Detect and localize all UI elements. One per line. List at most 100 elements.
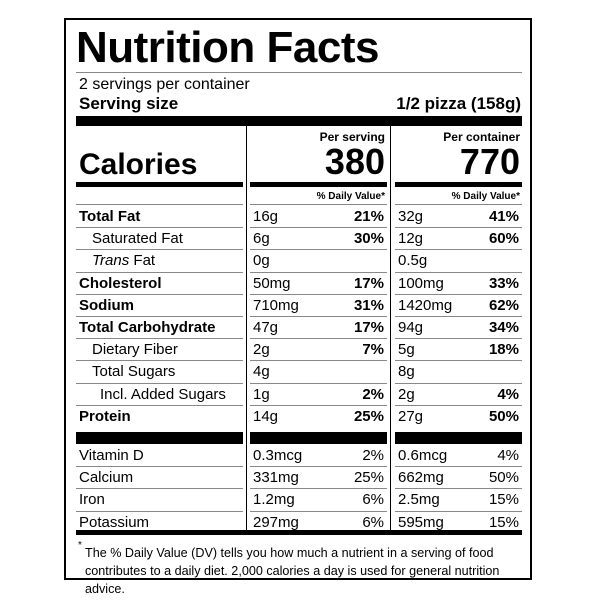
daily-value: 31% (353, 296, 384, 314)
amount: 595mg (398, 513, 444, 531)
divider (395, 510, 522, 512)
amount: 710mg (253, 296, 299, 314)
divider (76, 404, 243, 406)
serving-size-label: Serving size (79, 94, 179, 113)
divider (76, 382, 243, 384)
daily-value: 17% (353, 274, 384, 292)
divider (250, 488, 387, 490)
rule (76, 182, 243, 187)
divider (76, 338, 243, 340)
amount: 4g (253, 363, 270, 381)
divider (76, 271, 243, 273)
amount: 5g (398, 341, 415, 359)
divider (395, 382, 522, 384)
divider (395, 338, 522, 340)
divider (250, 316, 387, 317)
divider (395, 488, 522, 490)
nutrient-name: Total Carbohydrate (79, 319, 216, 336)
divider (250, 338, 387, 340)
divider (250, 271, 387, 273)
amount: 1420mg (398, 296, 453, 314)
divider (250, 227, 387, 229)
amount: 47g (253, 319, 279, 336)
divider (76, 466, 243, 468)
calories-label: Calories (79, 148, 198, 181)
column-heading: Per serving (319, 130, 385, 144)
nutrient-name-rest: Fat (133, 252, 156, 270)
amount: 100mg (398, 274, 444, 292)
nutrient-name: Incl. Added Sugars (100, 385, 226, 403)
daily-value: 30% (353, 230, 384, 248)
amount: 12g (398, 230, 424, 248)
divider (76, 360, 243, 362)
daily-value: 7% (362, 341, 384, 359)
daily-value: 4% (497, 385, 519, 403)
nutrient-name: Vitamin D (79, 447, 144, 464)
rule (76, 116, 522, 126)
amount: 16g (253, 208, 279, 225)
amount: 2.5mg (398, 491, 440, 509)
divider (250, 360, 387, 362)
divider (76, 316, 243, 317)
divider (76, 510, 243, 512)
divider (395, 404, 522, 406)
amount: 6g (253, 230, 270, 248)
amount: 0.3mcg (253, 447, 303, 464)
divider (76, 227, 243, 229)
daily-value: 15% (488, 513, 519, 531)
footnote: The % Daily Value (DV) tells you how muc… (85, 546, 500, 596)
footnote-marker: * (78, 540, 82, 551)
rule (76, 432, 243, 444)
divider (395, 249, 522, 251)
servings: 2 servings per container (79, 76, 250, 93)
column-divider (390, 126, 391, 531)
serving-size-value: 1/2 pizza (158g) (396, 94, 521, 113)
divider (76, 72, 522, 73)
divider (250, 382, 387, 384)
daily-value: 33% (488, 274, 519, 292)
nutrition-label (64, 18, 532, 580)
rule (250, 182, 387, 187)
nutrient-name: Total Fat (79, 208, 141, 225)
calories-value: 770 (459, 141, 520, 182)
divider (250, 510, 387, 512)
divider (76, 204, 243, 205)
divider (395, 204, 522, 205)
amount: 27g (398, 407, 424, 425)
divider (250, 466, 387, 468)
divider (395, 271, 522, 273)
divider (250, 249, 387, 251)
nutrient-name: Cholesterol (79, 274, 162, 292)
amount: 2g (398, 385, 415, 403)
rule (250, 432, 387, 444)
divider (250, 204, 387, 205)
nutrient-name: Potassium (79, 513, 150, 531)
amount: 0.5g (398, 252, 428, 270)
amount: 297mg (253, 513, 299, 531)
daily-value: 2% (362, 447, 384, 464)
divider (250, 404, 387, 406)
nutrient-name: Total Sugars (92, 363, 176, 381)
rule (395, 182, 522, 187)
daily-value: 50% (488, 469, 519, 487)
amount: 331mg (253, 469, 299, 487)
daily-value: 4% (497, 447, 519, 464)
divider (76, 488, 243, 490)
amount: 32g (398, 208, 424, 225)
nutrient-name: Iron (79, 491, 105, 509)
daily-value: 2% (362, 385, 384, 403)
calories-value: 380 (324, 141, 385, 182)
divider (76, 293, 243, 295)
amount: 1.2mg (253, 491, 295, 509)
nutrient-name: Sodium (79, 296, 134, 314)
nutrient-name: Calcium (79, 469, 134, 487)
amount: 0g (253, 252, 270, 270)
nutrient-name-italic: Trans (92, 252, 130, 270)
title: Nutrition Facts (76, 23, 379, 72)
daily-value: 62% (488, 296, 519, 314)
daily-value: 6% (362, 491, 384, 509)
divider (395, 293, 522, 295)
daily-value: 50% (488, 407, 519, 425)
amount: 14g (253, 407, 279, 425)
